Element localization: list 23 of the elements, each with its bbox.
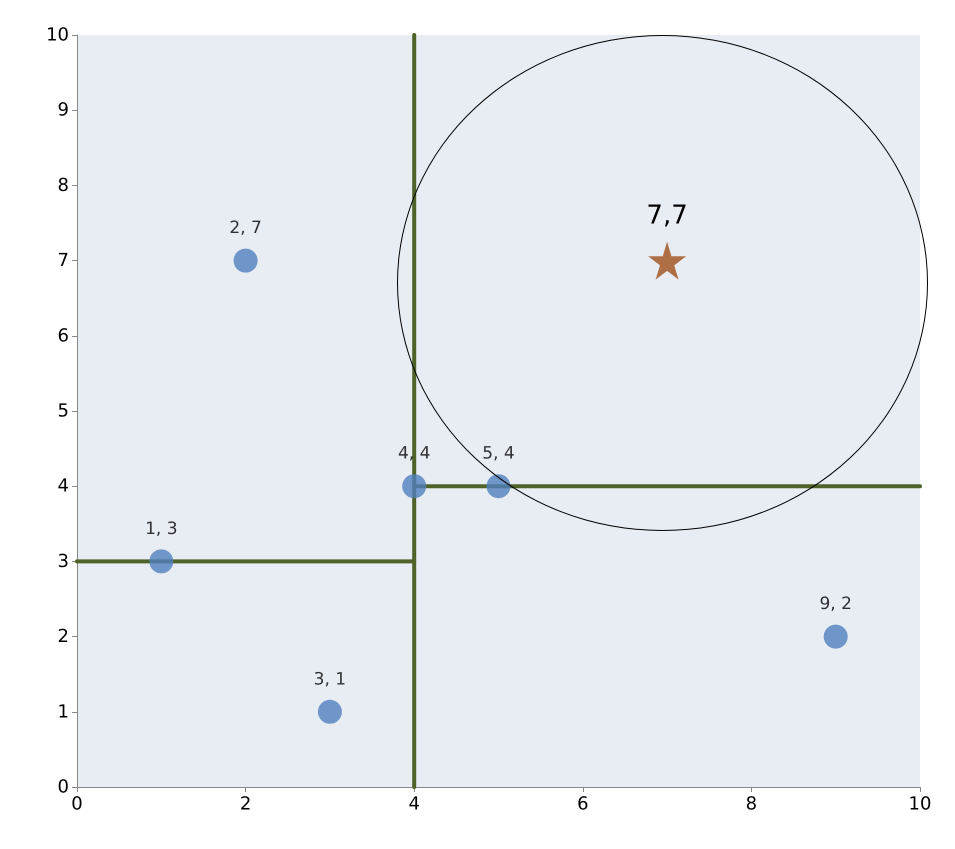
annotation: 7,7: [646, 200, 688, 231]
x-tick-label: 4: [408, 794, 420, 814]
y-tick-label: 5: [58, 400, 69, 422]
data-label: 2, 7: [229, 218, 262, 238]
y-tick-label: 10: [46, 24, 69, 46]
y-tick-label: 7: [58, 250, 69, 272]
x-tick-label: 0: [71, 794, 83, 814]
x-tick-label: 6: [577, 794, 589, 814]
y-tick-label: 8: [58, 174, 69, 196]
x-tick-label: 2: [240, 794, 252, 814]
y-tick-label: 6: [58, 325, 69, 346]
y-tick-label: 1: [58, 701, 69, 722]
y-tick-label: 0: [58, 776, 69, 798]
data-label: 3, 1: [314, 669, 346, 690]
data-label: 1, 3: [145, 518, 178, 539]
data-label: 9, 2: [819, 594, 852, 614]
data-label: 5, 4: [482, 444, 515, 464]
y-tick-label: 2: [58, 626, 69, 648]
y-tick-label: 9: [58, 100, 69, 121]
y-tick-label: 4: [58, 476, 69, 497]
x-tick-label: 10: [908, 794, 932, 814]
x-tick-label: 8: [746, 794, 758, 814]
y-tick-label: 3: [58, 550, 69, 572]
